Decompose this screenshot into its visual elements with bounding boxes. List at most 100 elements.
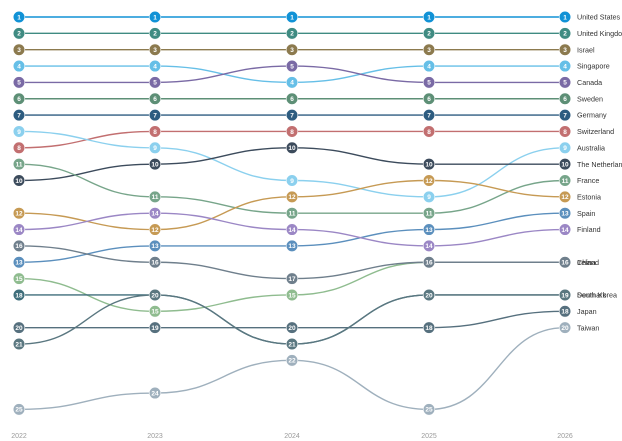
rank-label-the-netherlands-2025: 10 [425, 161, 433, 168]
rank-label-israel-2025: 3 [427, 47, 431, 54]
point-united-states-2025 [422, 10, 436, 24]
point-south-korea-2022 [12, 337, 26, 351]
series-line-china [18, 261, 565, 313]
rank-label-sweden-2023: 6 [153, 96, 157, 103]
point-the-netherlands-2024 [285, 141, 299, 154]
point-china-2023 [148, 305, 162, 318]
rank-label-ireland-2022: 16 [15, 243, 23, 250]
point-taiwan-2023 [148, 386, 162, 400]
point-united-kingdom-2026 [558, 27, 572, 40]
rank-label-denmark-2022: 18 [15, 292, 23, 299]
rank-label-ireland-2025: 16 [425, 260, 433, 267]
rank-label-finland-2024: 14 [288, 227, 296, 234]
point-united-states-2026 [558, 10, 572, 24]
rank-label-united-states-2026: 1 [563, 14, 567, 21]
point-finland-2026 [558, 223, 572, 236]
rank-label-china-2023: 15 [151, 309, 159, 316]
series-label-spain: Spain [577, 209, 595, 218]
series-label-sweden: Sweden [577, 94, 603, 103]
rank-label-germany-2026: 7 [563, 112, 567, 119]
point-germany-2022 [12, 108, 26, 122]
point-estonia-2026 [558, 190, 572, 203]
rank-label-finland-2023: 14 [151, 211, 159, 218]
point-spain-2023 [148, 239, 162, 252]
point-denmark-2022 [12, 288, 26, 302]
rank-label-united-states-2024: 1 [290, 14, 294, 21]
series-label-united-kingdom: United Kingdom [577, 29, 622, 38]
point-united-kingdom-2024 [285, 27, 299, 40]
point-france-2025 [422, 207, 436, 220]
series-label-the-netherlands: The Netherlands [577, 160, 622, 169]
rank-label-united-kingdom-2026: 2 [563, 31, 567, 38]
rank-label-united-kingdom-2025: 2 [427, 31, 431, 38]
point-canada-2023 [148, 76, 162, 89]
rank-label-japan-2025: 18 [425, 325, 433, 332]
point-israel-2023 [148, 43, 162, 56]
rank-label-switzerland-2025: 8 [427, 129, 431, 136]
point-ireland-2023 [148, 256, 162, 269]
rank-label-south-korea-2026: 19 [561, 292, 569, 299]
series-label-france: France [577, 176, 599, 185]
rank-label-ireland-2024: 17 [288, 276, 296, 283]
rank-label-spain-2025: 13 [425, 227, 433, 234]
rank-label-germany-2024: 7 [290, 112, 294, 119]
rank-label-china-2024: 15 [288, 292, 296, 299]
series-label-united-states: United States [577, 13, 621, 22]
series-label-australia: Australia [577, 143, 605, 152]
point-canada-2022 [12, 76, 26, 89]
point-south-korea-2025 [422, 288, 436, 302]
rank-label-israel-2023: 3 [153, 47, 157, 54]
rank-label-france-2025: 11 [426, 211, 433, 218]
rank-label-the-netherlands-2022: 10 [15, 178, 23, 185]
point-singapore-2022 [12, 59, 26, 73]
rank-label-ireland-2023: 16 [151, 260, 159, 267]
point-estonia-2023 [148, 223, 162, 236]
rank-label-france-2023: 11 [152, 194, 159, 201]
series-label-canada: Canada [577, 78, 602, 87]
rank-label-taiwan-2024: 22 [288, 358, 296, 365]
point-singapore-2023 [148, 59, 162, 73]
rank-label-united-states-2022: 1 [17, 14, 21, 21]
rank-label-canada-2026: 5 [563, 80, 567, 87]
series-label-japan: Japan [577, 307, 597, 316]
point-israel-2024 [285, 43, 299, 56]
x-tick-label-2025: 2025 [421, 433, 437, 440]
point-estonia-2025 [422, 174, 436, 187]
series-label-taiwan: Taiwan [577, 323, 599, 332]
point-canada-2026 [558, 76, 572, 89]
rank-label-estonia-2023: 12 [151, 227, 159, 234]
rank-label-united-kingdom-2023: 2 [153, 31, 157, 38]
rank-label-israel-2022: 3 [17, 47, 21, 54]
rank-label-the-netherlands-2026: 10 [561, 161, 569, 168]
rank-label-taiwan-2026: 20 [561, 325, 569, 332]
series-line-south-korea [18, 294, 565, 345]
series-nodes: 1 1 1 1 12 2 2 2 23 3 3 3 34 444 45 555 56 6 6 6 67 7 7 7 788 8 8 8… [12, 10, 572, 416]
point-ireland-2024 [285, 272, 299, 285]
rank-label-united-states-2023: 1 [153, 14, 157, 21]
point-switzerland-2024 [285, 125, 299, 138]
rank-label-spain-2023: 13 [151, 243, 159, 250]
point-estonia-2024 [285, 190, 299, 203]
point-united-kingdom-2023 [148, 27, 162, 40]
rank-label-sweden-2025: 6 [427, 96, 431, 103]
rank-label-the-netherlands-2023: 10 [151, 161, 159, 168]
point-australia-2022 [12, 125, 26, 138]
rank-label-singapore-2026: 4 [563, 63, 567, 70]
rank-label-australia-2024: 9 [290, 178, 294, 185]
point-sweden-2024 [285, 92, 299, 105]
series-label-estonia: Estonia [577, 192, 601, 201]
point-sweden-2026 [558, 92, 572, 105]
point-singapore-2024 [285, 76, 299, 89]
point-taiwan-2026 [558, 321, 572, 334]
series-label-denmark: Denmark [577, 291, 607, 300]
point-singapore-2025 [422, 59, 436, 73]
point-germany-2025 [422, 108, 436, 122]
series-label-switzerland: Switzerland [577, 127, 614, 136]
point-australia-2026 [558, 141, 572, 154]
point-ireland-2022 [12, 239, 26, 252]
point-united-states-2022 [12, 10, 26, 24]
rank-label-switzerland-2022: 8 [17, 145, 21, 152]
point-sweden-2022 [12, 92, 26, 105]
rank-label-france-2026: 11 [562, 178, 569, 185]
point-australia-2023 [148, 141, 162, 154]
